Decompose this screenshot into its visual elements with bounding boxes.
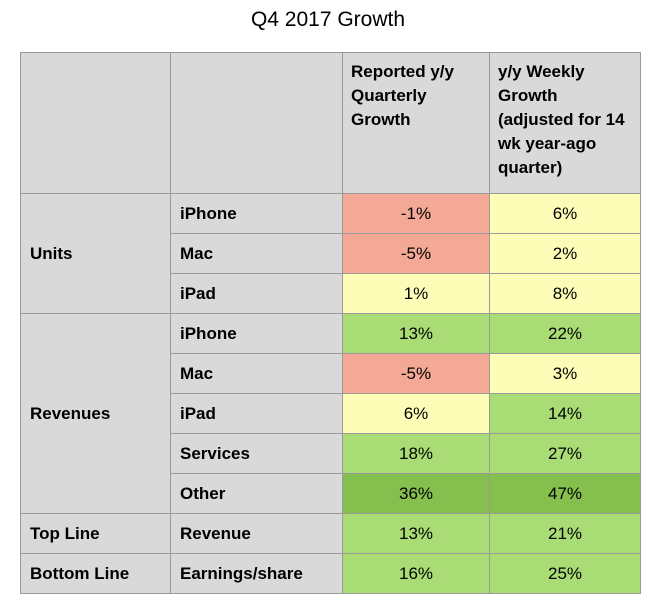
reported-growth-cell: 18% bbox=[342, 433, 490, 474]
growth-table-body: Reported y/y Quarterly Growth y/y Weekly… bbox=[20, 52, 641, 594]
header-row: Reported y/y Quarterly Growth y/y Weekly… bbox=[20, 52, 641, 194]
table-row: Bottom Line Earnings/share 16% 25% bbox=[20, 553, 641, 594]
weekly-growth-cell: 6% bbox=[489, 193, 641, 234]
reported-growth-cell: 13% bbox=[342, 513, 490, 554]
table-row: Units iPhone -1% 6% bbox=[20, 193, 641, 314]
reported-growth-cell: 13% bbox=[342, 313, 490, 354]
row-item-label: Mac bbox=[170, 233, 343, 274]
group-label: Bottom Line bbox=[20, 553, 171, 594]
row-item-label: Services bbox=[170, 433, 343, 474]
weekly-growth-cell: 25% bbox=[489, 553, 641, 594]
reported-growth-cell: -1% bbox=[342, 193, 490, 234]
reported-growth-cell: -5% bbox=[342, 233, 490, 274]
group-label: Top Line bbox=[20, 513, 171, 554]
table-row: Mac -5% 2% bbox=[21, 233, 641, 274]
growth-table: Reported y/y Quarterly Growth y/y Weekly… bbox=[20, 52, 641, 594]
row-item-label: iPhone bbox=[170, 193, 343, 234]
weekly-growth-cell: 47% bbox=[489, 473, 641, 514]
table-row: Services 18% 27% bbox=[21, 433, 641, 474]
reported-growth-cell: 6% bbox=[342, 393, 490, 434]
table-row: Other 36% 47% bbox=[21, 473, 641, 514]
table-row: Top Line Revenue 13% 21% bbox=[20, 513, 641, 554]
row-item-label: iPad bbox=[170, 273, 343, 314]
header-weekly: y/y Weekly Growth (adjusted for 14 wk ye… bbox=[489, 52, 641, 194]
row-item-label: iPad bbox=[170, 393, 343, 434]
header-blank-group bbox=[20, 52, 171, 194]
weekly-growth-cell: 3% bbox=[489, 353, 641, 394]
weekly-growth-cell: 2% bbox=[489, 233, 641, 274]
table-row: iPad 1% 8% bbox=[21, 273, 641, 314]
reported-growth-cell: 36% bbox=[342, 473, 490, 514]
group-label: Units bbox=[20, 193, 171, 314]
weekly-growth-cell: 21% bbox=[489, 513, 641, 554]
weekly-growth-cell: 27% bbox=[489, 433, 641, 474]
table-row: iPad 6% 14% bbox=[21, 393, 641, 434]
row-item-label: Revenue bbox=[170, 513, 343, 554]
reported-growth-cell: 16% bbox=[342, 553, 490, 594]
chart-title: Q4 2017 Growth bbox=[250, 8, 406, 31]
reported-growth-cell: 1% bbox=[342, 273, 490, 314]
group-label: Revenues bbox=[20, 313, 171, 514]
row-item-label: Earnings/share bbox=[170, 553, 343, 594]
table-row: Revenues iPhone 13% 22% bbox=[20, 313, 641, 514]
header-blank-item bbox=[170, 52, 343, 194]
weekly-growth-cell: 14% bbox=[489, 393, 641, 434]
row-item-label: Mac bbox=[170, 353, 343, 394]
row-item-label: Other bbox=[170, 473, 343, 514]
row-item-label: iPhone bbox=[170, 313, 343, 354]
reported-growth-cell: -5% bbox=[342, 353, 490, 394]
table-row: Mac -5% 3% bbox=[21, 353, 641, 394]
weekly-growth-cell: 22% bbox=[489, 313, 641, 354]
weekly-growth-cell: 8% bbox=[489, 273, 641, 314]
header-reported: Reported y/y Quarterly Growth bbox=[342, 52, 490, 194]
